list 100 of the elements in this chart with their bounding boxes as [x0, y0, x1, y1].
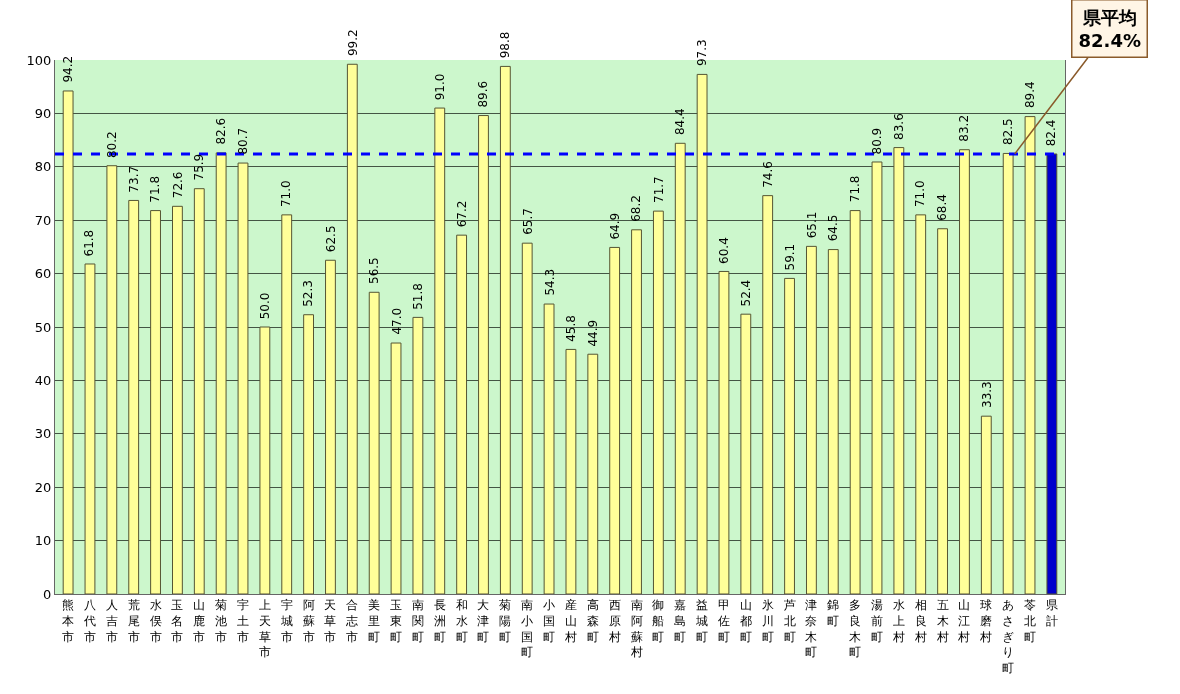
- x-tick-label: 宇城市: [279, 598, 293, 644]
- x-tick-label: 山都町: [739, 598, 752, 644]
- bar: [106, 165, 118, 594]
- data-label: 89.6: [476, 80, 491, 108]
- x-tick-label: 宇土市: [237, 598, 250, 644]
- data-label: 59.1: [782, 243, 797, 271]
- data-label: 99.2: [345, 29, 360, 57]
- bar: [740, 313, 752, 594]
- x-tick-label: 山江村: [957, 598, 971, 644]
- data-label: 50.0: [258, 292, 273, 320]
- x-tick-label: 長洲町: [433, 598, 446, 644]
- data-label: 65.1: [804, 211, 819, 239]
- data-label: 44.9: [586, 319, 601, 347]
- bar: [893, 147, 905, 594]
- bar: [849, 210, 861, 594]
- bar: [193, 188, 205, 594]
- data-label: 82.4: [1044, 119, 1059, 147]
- data-label: 75.9: [192, 153, 207, 181]
- data-label: 80.7: [236, 127, 251, 155]
- data-label: 83.6: [891, 113, 906, 140]
- y-tick-label: 10: [34, 533, 52, 549]
- data-label: 71.8: [148, 175, 163, 203]
- bar: [150, 210, 161, 594]
- y-tick-label: 40: [34, 372, 52, 388]
- x-tick-label: 益城町: [695, 598, 709, 644]
- x-tick-label: 芦北町: [783, 598, 796, 644]
- bar: [565, 348, 577, 594]
- data-label: 94.2: [60, 55, 75, 83]
- data-label: 73.7: [126, 165, 141, 193]
- ref-line-label: 県平均 82.4%: [1078, 6, 1141, 51]
- bar: [368, 291, 380, 594]
- bar: [631, 229, 642, 594]
- data-label: 82.6: [213, 117, 228, 145]
- data-label: 64.9: [607, 212, 622, 240]
- data-label: 68.2: [629, 195, 644, 222]
- data-label: 52.4: [739, 279, 754, 307]
- bar: [718, 270, 730, 594]
- y-tick-label: 0: [43, 586, 52, 602]
- data-label: 51.8: [411, 283, 426, 310]
- bar: [696, 73, 708, 594]
- x-tick-label: 県計: [1045, 598, 1058, 628]
- y-tick-label: 50: [34, 319, 52, 335]
- bar: [543, 303, 555, 594]
- data-label: 89.4: [1022, 81, 1037, 109]
- data-label: 52.3: [301, 280, 316, 307]
- bar: [259, 326, 271, 594]
- y-tick-label: 20: [34, 479, 52, 495]
- bar: [1002, 152, 1014, 594]
- bar: [1046, 153, 1058, 594]
- x-tick-label: 玉東町: [390, 598, 403, 644]
- data-label: 71.0: [279, 180, 294, 208]
- bar: [1024, 116, 1036, 594]
- x-tick-label: 西原村: [607, 598, 621, 644]
- bar: [827, 249, 839, 594]
- x-tick-label: 美里町: [368, 598, 381, 644]
- data-label: 60.4: [717, 237, 731, 264]
- x-tick-label: 南小国町: [521, 598, 534, 660]
- bar: [784, 277, 795, 594]
- x-tick-label: 球磨村: [979, 598, 993, 644]
- data-label: 80.2: [104, 131, 119, 159]
- data-label: 45.8: [564, 315, 578, 342]
- x-tick-label: 人吉市: [105, 598, 118, 644]
- bar: [674, 142, 686, 594]
- bar: [959, 149, 970, 594]
- x-tick-label: あさぎり町: [1002, 598, 1015, 675]
- bar: [762, 195, 774, 594]
- x-tick-label: 玉名市: [171, 598, 184, 644]
- bar: [456, 234, 468, 594]
- data-label: 97.3: [695, 39, 710, 67]
- bar: [412, 316, 424, 594]
- y-tick-label: 100: [26, 52, 52, 68]
- x-tick-label: 阿蘇市: [302, 598, 315, 644]
- bar: [871, 161, 883, 594]
- x-tick-label: 和水町: [455, 598, 468, 644]
- data-label: 47.0: [389, 307, 404, 335]
- x-tick-label: 甲佐町: [717, 598, 730, 644]
- data-label: 62.5: [323, 225, 338, 253]
- x-tick-label: 多良木町: [849, 598, 862, 660]
- bar: [172, 205, 183, 594]
- x-tick-label: 小国町: [543, 598, 556, 644]
- bar: [805, 245, 817, 594]
- x-tick-label: 天草市: [324, 598, 337, 644]
- data-label: 72.6: [170, 171, 185, 199]
- bar: [587, 353, 599, 594]
- bar: [128, 199, 140, 594]
- bar: [980, 415, 992, 594]
- data-label: 54.3: [542, 268, 557, 296]
- x-tick-label: 産山村: [563, 598, 577, 644]
- bar: [937, 228, 948, 594]
- bar: [652, 210, 664, 594]
- data-label: 71.7: [651, 176, 666, 203]
- data-label: 64.5: [826, 214, 841, 242]
- x-tick-label: 湯前町: [870, 598, 883, 644]
- x-tick-label: 熊本市: [62, 598, 75, 644]
- data-label: 71.0: [913, 180, 928, 208]
- data-label: 80.9: [869, 127, 884, 155]
- bar: [915, 214, 927, 594]
- bar: [303, 314, 315, 594]
- bar: [325, 259, 336, 594]
- data-label: 65.7: [520, 208, 535, 235]
